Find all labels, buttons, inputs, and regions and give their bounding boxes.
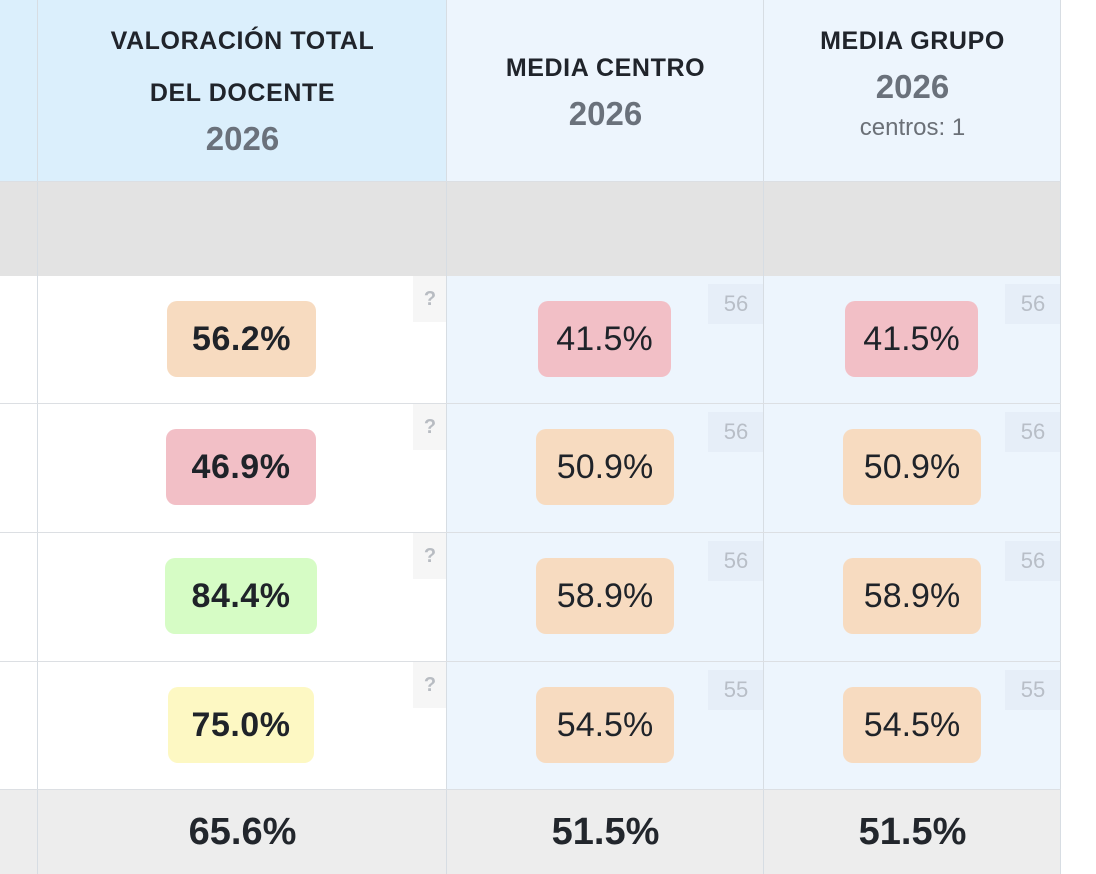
group-total: 51.5% (764, 790, 1061, 874)
group-cell: 41.5% 56 (764, 276, 1061, 404)
center-cell: 50.9% 56 (447, 404, 764, 533)
teacher-total: 65.6% (38, 790, 447, 874)
header-teacher-year: 2026 (205, 120, 280, 157)
header-group-average: MEDIA GRUPO 2026 centros: 1 (764, 0, 1061, 182)
column-divider (763, 0, 764, 874)
header-group-title: MEDIA GRUPO (820, 27, 1005, 55)
evaluation-table: VALORACIÓN TOTAL DEL DOCENTE 2026 MEDIA … (0, 0, 1061, 874)
group-cell: 54.5% 55 (764, 662, 1061, 790)
group-cell: 50.9% 56 (764, 404, 1061, 533)
center-score-badge: 54.5% (536, 687, 674, 763)
center-total: 51.5% (447, 790, 764, 874)
teacher-score-badge: 46.9% (166, 429, 316, 505)
sample-count: 55 (1005, 670, 1061, 710)
teacher-score-badge: 75.0% (168, 687, 314, 763)
totals-left-cell (0, 790, 38, 874)
row-divider (0, 181, 1061, 182)
sample-count: 56 (708, 284, 764, 324)
teacher-cell: 56.2% ? (38, 276, 447, 404)
center-score-badge: 50.9% (536, 429, 674, 505)
teacher-score-badge: 56.2% (167, 301, 316, 377)
row-left-cell (0, 404, 38, 533)
row-divider (0, 661, 1061, 662)
section-band (0, 182, 1061, 276)
center-score-badge: 58.9% (536, 558, 674, 634)
help-icon[interactable]: ? (413, 662, 447, 708)
sample-count: 56 (1005, 412, 1061, 452)
row-left-cell (0, 276, 38, 404)
group-score-badge: 58.9% (843, 558, 981, 634)
group-score-badge: 41.5% (845, 301, 978, 377)
teacher-cell: 75.0% ? (38, 662, 447, 790)
row-left-cell (0, 662, 38, 790)
teacher-cell: 46.9% ? (38, 404, 447, 533)
sample-count: 56 (708, 412, 764, 452)
sample-count: 56 (1005, 284, 1061, 324)
header-teacher-total: VALORACIÓN TOTAL DEL DOCENTE 2026 (38, 0, 447, 182)
header-left-cell (0, 0, 38, 182)
column-divider (446, 0, 447, 874)
row-divider (0, 532, 1061, 533)
help-icon[interactable]: ? (413, 404, 447, 450)
teacher-cell: 84.4% ? (38, 533, 447, 662)
header-group-centers-count: centros: 1 (859, 114, 966, 141)
sample-count: 56 (708, 541, 764, 581)
header-center-year: 2026 (568, 95, 643, 132)
help-icon[interactable]: ? (413, 533, 447, 579)
column-divider (37, 0, 38, 874)
sample-count: 56 (1005, 541, 1061, 581)
help-icon[interactable]: ? (413, 276, 447, 322)
row-left-cell (0, 533, 38, 662)
row-divider (0, 789, 1061, 790)
group-score-badge: 50.9% (843, 429, 981, 505)
sample-count: 55 (708, 670, 764, 710)
center-score-badge: 41.5% (538, 301, 671, 377)
group-cell: 58.9% 56 (764, 533, 1061, 662)
header-teacher-title-line1: VALORACIÓN TOTAL (110, 27, 375, 55)
center-cell: 41.5% 56 (447, 276, 764, 404)
header-group-year: 2026 (875, 68, 950, 105)
header-teacher-title-line2: DEL DOCENTE (149, 79, 336, 107)
center-cell: 58.9% 56 (447, 533, 764, 662)
row-divider (0, 403, 1061, 404)
teacher-score-badge: 84.4% (165, 558, 317, 634)
header-center-average: MEDIA CENTRO 2026 (447, 0, 764, 182)
column-divider (1060, 0, 1061, 874)
group-score-badge: 54.5% (843, 687, 981, 763)
header-center-title: MEDIA CENTRO (505, 54, 706, 82)
center-cell: 54.5% 55 (447, 662, 764, 790)
